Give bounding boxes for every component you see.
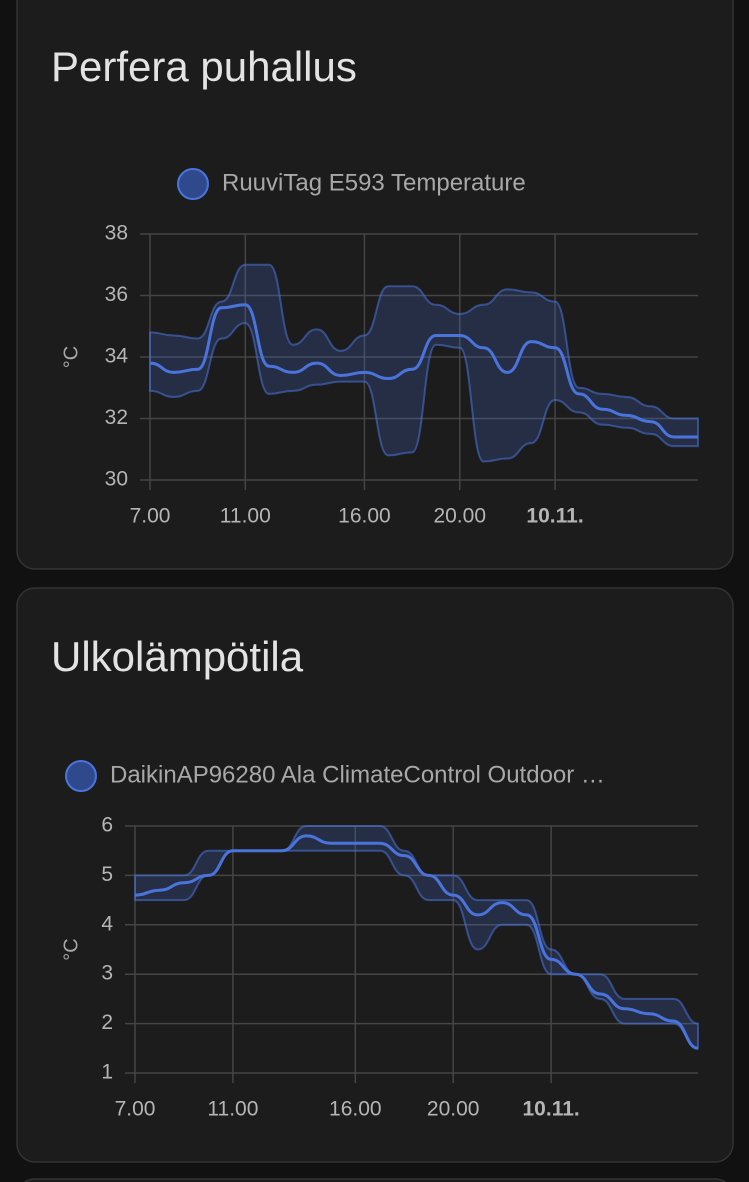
x-tick-label: 10.11. (526, 505, 583, 528)
y-tick-label: 2 (101, 1011, 113, 1034)
y-tick-label: 32 (105, 406, 128, 429)
y-tick-label: 3 (101, 962, 113, 985)
card (16, 0, 734, 570)
x-tick-label: 11.00 (220, 505, 271, 528)
y-tick-label: 6 (101, 814, 113, 837)
range-band (149, 263, 699, 463)
x-tick-label: 11.00 (207, 1098, 258, 1121)
x-tick-label: 7.00 (115, 1098, 156, 1121)
y-tick-label: 4 (101, 912, 113, 935)
card (23, 1178, 727, 1182)
y-tick-label: 1 (101, 1061, 113, 1084)
x-tick-label: 20.00 (427, 1098, 480, 1121)
legend-marker (177, 168, 209, 200)
y-tick-label: 38 (105, 222, 128, 245)
x-tick-label: 20.00 (433, 505, 486, 528)
card-title: Ulkolämpötila (51, 633, 304, 680)
x-tick-label: 16.00 (329, 1098, 382, 1121)
legend-label: DaikinAP96280 Ala ClimateControl Outdoor… (110, 761, 605, 788)
axis-label: °C (60, 346, 82, 368)
y-tick-label: 34 (105, 345, 129, 368)
y-tick-label: 36 (105, 283, 128, 306)
axis-label: °C (60, 938, 82, 960)
legend-label: RuuviTag E593 Temperature (222, 169, 526, 196)
card-title: Perfera puhallus (51, 43, 357, 90)
mean-line (134, 834, 699, 1050)
y-tick-label: 5 (101, 863, 113, 886)
x-tick-label: 10.11. (523, 1098, 580, 1121)
y-tick-label: 30 (105, 468, 128, 491)
x-tick-label: 7.00 (130, 505, 171, 528)
mean-line (149, 303, 698, 439)
legend-marker (65, 760, 97, 792)
x-tick-label: 16.00 (338, 505, 391, 528)
